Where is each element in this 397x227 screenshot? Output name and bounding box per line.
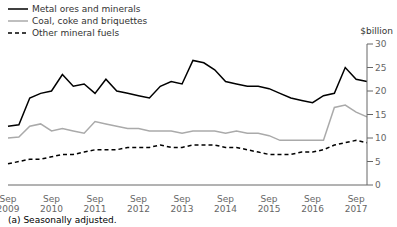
svg-text:Sep2011: Sep2011 bbox=[84, 194, 107, 213]
html-text:Other mineral fuels: Other mineral fuels bbox=[32, 28, 120, 38]
svg-text:20: 20 bbox=[375, 86, 387, 96]
svg-text:25: 25 bbox=[375, 63, 386, 73]
html-text:$billion: $billion bbox=[360, 26, 393, 36]
svg-text:Sep2012: Sep2012 bbox=[127, 194, 150, 213]
svg-text:Sep2016: Sep2016 bbox=[301, 194, 324, 213]
html-text:Metal ores and minerals: Metal ores and minerals bbox=[32, 4, 141, 14]
svg-text:Sep2017: Sep2017 bbox=[345, 194, 368, 213]
svg-text:0: 0 bbox=[375, 180, 381, 190]
html-text:Coal, coke and briquettes: Coal, coke and briquettes bbox=[32, 16, 148, 26]
svg-text:10: 10 bbox=[375, 133, 387, 143]
svg-text:30: 30 bbox=[375, 39, 387, 49]
svg-text:5: 5 bbox=[375, 157, 381, 167]
svg-text:Sep2009: Sep2009 bbox=[8, 194, 20, 213]
svg-text:Sep2015: Sep2015 bbox=[258, 194, 281, 213]
svg-text:15: 15 bbox=[375, 110, 386, 120]
svg-text:Sep2013: Sep2013 bbox=[171, 194, 194, 213]
html-text:(a) Seasonally adjusted.: (a) Seasonally adjusted. bbox=[8, 215, 117, 225]
svg-text:Sep2010: Sep2010 bbox=[40, 194, 63, 213]
svg-text:Sep2014: Sep2014 bbox=[214, 194, 237, 213]
